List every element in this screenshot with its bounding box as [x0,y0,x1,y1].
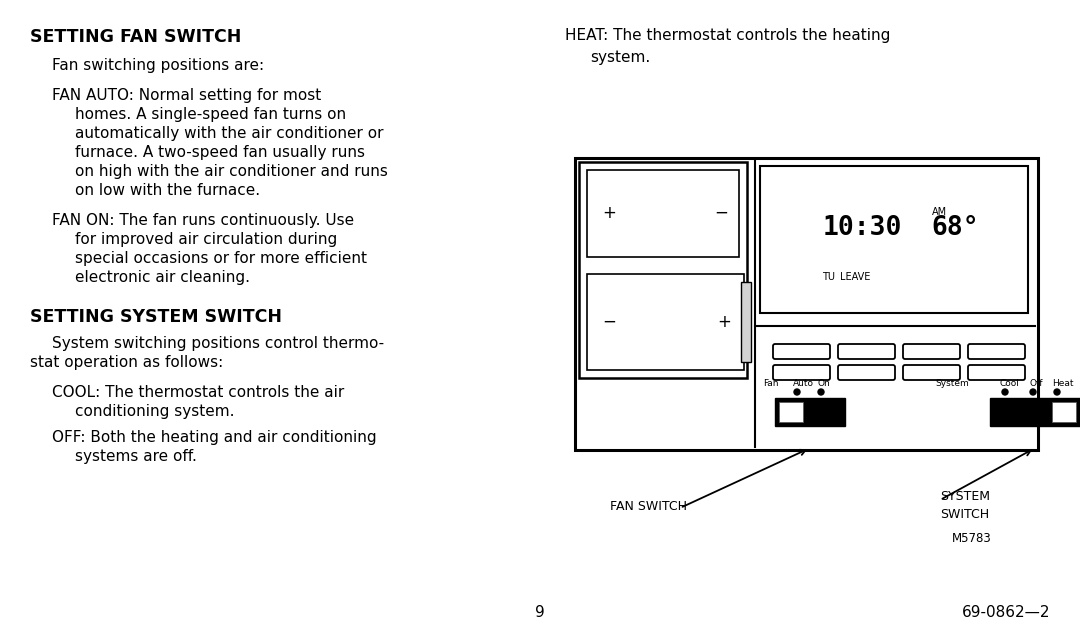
Text: electronic air cleaning.: electronic air cleaning. [75,270,249,285]
Bar [579,162,747,378]
Text: on low with the furnace.: on low with the furnace. [75,183,260,198]
Text: 69-0862—2: 69-0862—2 [961,605,1050,620]
Circle shape [1030,389,1036,395]
Text: Off: Off [1030,379,1043,388]
FancyBboxPatch shape [903,365,960,380]
Text: Fan switching positions are:: Fan switching positions are: [52,58,265,73]
Text: system.: system. [590,50,650,65]
FancyBboxPatch shape [968,344,1025,359]
Text: Auto: Auto [793,379,814,388]
Circle shape [1002,389,1008,395]
Bar [775,398,845,426]
Text: FAN AUTO: Normal setting for most: FAN AUTO: Normal setting for most [52,88,321,103]
Text: TU: TU [822,272,835,282]
Text: M5783: M5783 [951,532,991,545]
Circle shape [794,389,800,395]
Bar [779,402,804,422]
Bar [588,170,739,257]
Text: homes. A single-speed fan turns on: homes. A single-speed fan turns on [75,107,346,122]
Text: +: + [602,204,616,222]
FancyBboxPatch shape [773,344,831,359]
Text: SWITCH: SWITCH [940,508,989,521]
FancyBboxPatch shape [903,344,960,359]
Text: LEAVE: LEAVE [840,272,870,282]
Text: stat operation as follows:: stat operation as follows: [30,355,224,370]
Text: furnace. A two-speed fan usually runs: furnace. A two-speed fan usually runs [75,145,365,160]
Bar [741,282,751,362]
Text: FAN SWITCH: FAN SWITCH [610,500,687,513]
Text: SETTING FAN SWITCH: SETTING FAN SWITCH [30,28,241,46]
Text: 10:30: 10:30 [822,215,902,241]
Text: FAN ON: The fan runs continuously. Use: FAN ON: The fan runs continuously. Use [52,213,354,228]
Text: SETTING SYSTEM SWITCH: SETTING SYSTEM SWITCH [30,308,282,326]
FancyBboxPatch shape [773,365,831,380]
Bar [1052,402,1076,422]
FancyBboxPatch shape [838,344,895,359]
Text: Heat: Heat [1052,379,1074,388]
Text: Fan: Fan [762,379,779,388]
Text: SYSTEM: SYSTEM [940,490,990,503]
Text: AM: AM [932,207,947,217]
Bar [588,274,744,370]
Text: −: − [602,313,616,331]
FancyBboxPatch shape [968,365,1025,380]
Circle shape [818,389,824,395]
Text: On: On [816,379,829,388]
FancyBboxPatch shape [838,365,895,380]
Text: +: + [717,313,731,331]
Bar [575,158,1038,450]
Text: OFF: Both the heating and air conditioning: OFF: Both the heating and air conditioni… [52,430,377,445]
Text: conditioning system.: conditioning system. [75,404,234,419]
Text: Cool: Cool [1000,379,1020,388]
Text: System: System [935,379,969,388]
Text: 9: 9 [535,605,545,620]
Text: automatically with the air conditioner or: automatically with the air conditioner o… [75,126,383,141]
Bar [990,398,1080,426]
Text: COOL: The thermostat controls the air: COOL: The thermostat controls the air [52,385,345,400]
Circle shape [1054,389,1059,395]
Text: 68°: 68° [932,215,980,241]
Text: for improved air circulation during: for improved air circulation during [75,232,337,247]
Text: −: − [714,204,728,222]
Text: special occasions or for more efficient: special occasions or for more efficient [75,251,367,266]
Text: systems are off.: systems are off. [75,449,197,464]
Text: HEAT: The thermostat controls the heating: HEAT: The thermostat controls the heatin… [565,28,890,43]
Text: on high with the air conditioner and runs: on high with the air conditioner and run… [75,164,388,179]
Bar [760,166,1028,313]
Text: System switching positions control thermo-: System switching positions control therm… [52,336,384,351]
